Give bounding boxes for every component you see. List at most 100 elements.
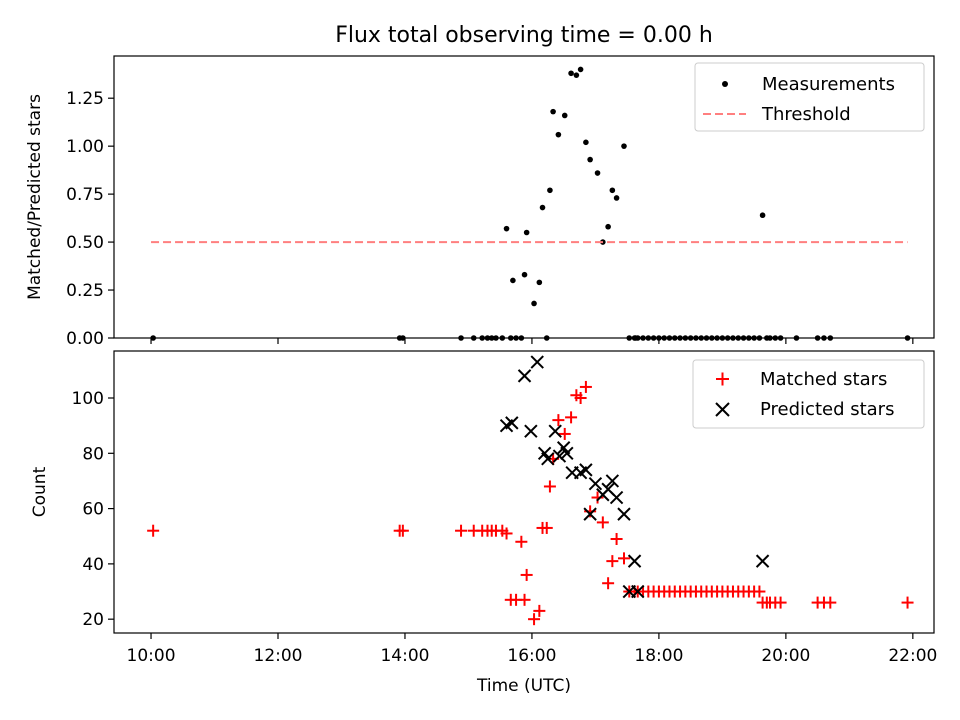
- measurement-point: [577, 66, 584, 73]
- measurement-point: [746, 335, 752, 341]
- predicted-star-point: [548, 424, 562, 438]
- x-tick-label: 20:00: [761, 646, 810, 666]
- y-tick-label: 1.00: [66, 137, 104, 157]
- y-tick-label: 20: [82, 610, 104, 630]
- matched-star-point: [533, 604, 546, 617]
- predicted-star-point: [552, 449, 567, 463]
- top-legend: Measurements Threshold: [694, 62, 925, 132]
- matched-star-point: [579, 380, 592, 393]
- measurement-point: [777, 335, 784, 341]
- measurement-point: [605, 223, 611, 230]
- measurement-point: [693, 335, 699, 341]
- predicted-star-point: [524, 424, 538, 438]
- measurement-point: [583, 139, 589, 146]
- x-tick-label: 10:00: [127, 646, 176, 666]
- bottom-x-ticks: 10:00 12:00 14:00 16:00 18:00 20:00 22:00: [127, 633, 937, 666]
- top-panel: 0.00 0.25 0.50 0.75 1.00 1.25 Matched/Predict…: [25, 55, 935, 349]
- measurement-point: [759, 212, 766, 219]
- measurement-point: [499, 335, 506, 341]
- legend-measurements-marker: [722, 81, 728, 87]
- measurement-point: [751, 335, 757, 341]
- matched-star-point: [520, 568, 533, 581]
- measurement-point: [536, 279, 543, 286]
- measurement-point: [493, 335, 499, 341]
- matched-star-point: [602, 577, 615, 590]
- predicted-star-point: [631, 584, 645, 599]
- measurement-point: [479, 335, 486, 341]
- measurement-point: [661, 335, 667, 341]
- matched-star-point: [540, 521, 553, 534]
- measurement-point: [513, 335, 519, 341]
- matched-star-point: [774, 596, 787, 609]
- y-tick-label: 1.25: [66, 89, 104, 109]
- measurement-point: [626, 335, 633, 341]
- measurement-point: [735, 335, 742, 341]
- predicted-star-point: [560, 446, 574, 461]
- legend-predicted-label: Predicted stars: [760, 399, 894, 420]
- measurement-point: [671, 335, 678, 341]
- y-tick-label: 0.50: [66, 233, 104, 253]
- matched-star-point: [552, 414, 565, 427]
- predicted-star-point: [609, 490, 624, 505]
- measurement-point: [709, 335, 715, 341]
- matched-star-point: [528, 613, 541, 626]
- measurement-point: [719, 335, 726, 341]
- bottom-y-ticks: 20 40 60 80 100: [72, 389, 114, 630]
- matched-star-point: [558, 427, 571, 440]
- legend-measurements-label: Measurements: [762, 74, 895, 95]
- matched-star-point: [753, 585, 766, 598]
- matched-star-point: [543, 480, 556, 493]
- measurement-point: [666, 335, 673, 341]
- y-tick-label: 100: [72, 389, 104, 409]
- measurement-point: [767, 335, 773, 341]
- measurement-point: [458, 335, 464, 341]
- measurement-point: [503, 225, 510, 232]
- bottom-marks: [147, 355, 914, 626]
- measurement-point: [793, 335, 800, 341]
- measurement-point: [484, 335, 491, 341]
- measurement-point: [613, 195, 620, 201]
- legend-matched-marker: [716, 372, 729, 386]
- measurement-point: [687, 335, 694, 341]
- x-tick-label: 14:00: [380, 646, 429, 666]
- bottom-legend-box: [692, 359, 925, 429]
- measurement-point: [698, 335, 705, 341]
- measurement-point: [821, 335, 827, 341]
- measurement-point: [594, 170, 601, 176]
- measurement-point: [561, 112, 568, 119]
- measurement-point: [756, 335, 763, 341]
- matched-star-point: [396, 524, 409, 537]
- measurement-point: [510, 277, 516, 284]
- measurement-point: [621, 143, 627, 149]
- measurement-point: [645, 335, 652, 341]
- predicted-star-point: [583, 507, 597, 521]
- measurement-point: [400, 335, 406, 341]
- matched-star-point: [565, 411, 578, 424]
- matched-star-point: [574, 392, 587, 404]
- matched-star-point: [606, 555, 619, 568]
- y-tick-label: 0.25: [66, 281, 104, 301]
- bottom-legend: Matched stars Predicted stars: [692, 359, 925, 429]
- x-tick-label: 12:00: [254, 646, 303, 666]
- measurement-point: [568, 70, 574, 77]
- top-y-ticks: 0.00 0.25 0.50 0.75 1.00 1.25: [66, 89, 114, 349]
- measurement-point: [724, 335, 731, 341]
- matched-star-point: [610, 533, 623, 545]
- measurement-point: [634, 335, 641, 341]
- predicted-star-point: [579, 463, 593, 477]
- measurement-point: [772, 335, 779, 341]
- matched-star-point: [455, 524, 468, 537]
- x-tick-label: 18:00: [634, 646, 683, 666]
- measurement-point: [682, 335, 689, 341]
- top-marks: [150, 66, 911, 341]
- chart-title: Flux total observing time = 0.00 h: [335, 23, 713, 48]
- y-tick-label: 0.00: [66, 329, 104, 349]
- measurement-point: [730, 335, 736, 341]
- measurement-point: [573, 72, 580, 78]
- measurement-point: [740, 335, 747, 341]
- y-tick-label: 80: [82, 444, 104, 464]
- measurement-point: [650, 335, 657, 341]
- bottom-panel: 20 40 60 80 100 10:00 12:00 14:00 16:00 18:00 20:…: [30, 350, 937, 696]
- x-tick-label: 16:00: [507, 646, 556, 666]
